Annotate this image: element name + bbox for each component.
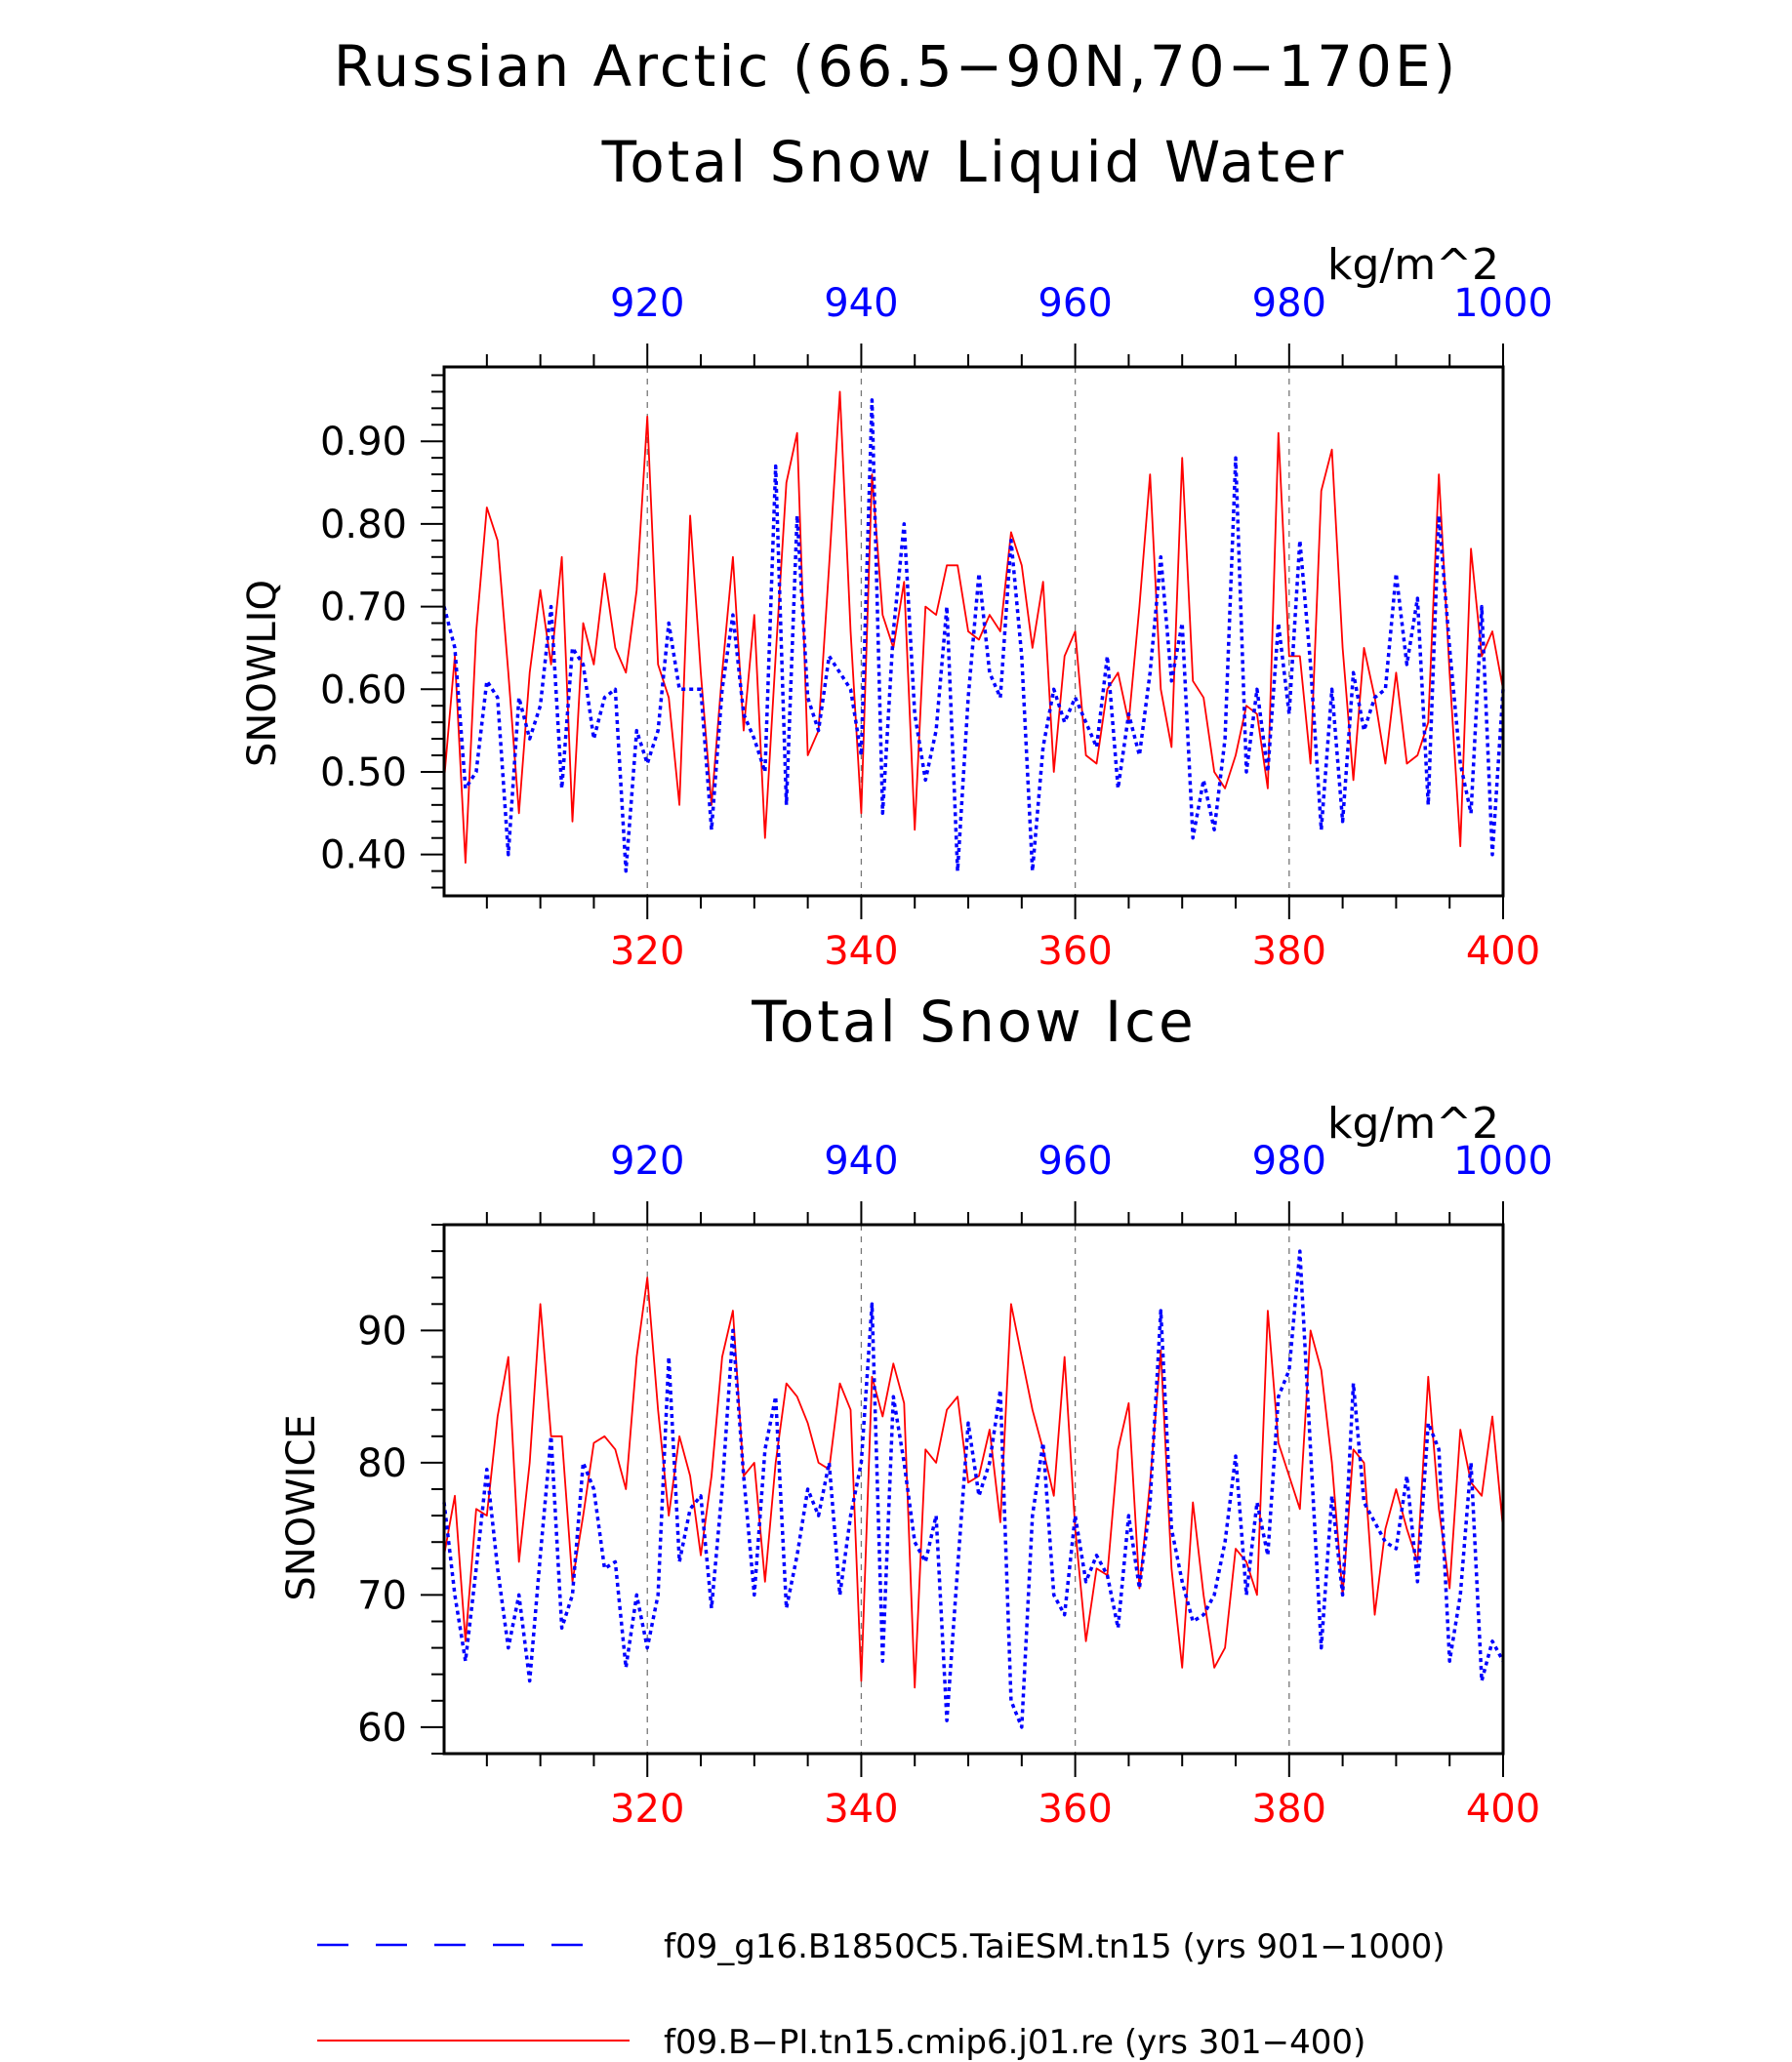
snowice-xtick-label-top: 940 xyxy=(824,1139,898,1184)
snowice-xtick-label-top: 960 xyxy=(1038,1139,1112,1184)
snowice-title: Total Snow Ice xyxy=(751,989,1197,1055)
snowice-xtick-label-bottom: 400 xyxy=(1466,1787,1540,1832)
snowice-xtick-label-bottom: 380 xyxy=(1252,1787,1326,1832)
snowice-xtick-label-top: 920 xyxy=(610,1139,684,1184)
snowliq-xtick-label-bottom: 380 xyxy=(1252,929,1326,974)
snowliq-ytick-label: 0.80 xyxy=(320,503,407,547)
snowliq-xtick-label-bottom: 360 xyxy=(1038,929,1112,974)
snowice-units-label: kg/m^2 xyxy=(1327,1099,1499,1149)
snowice-plot-frame xyxy=(442,1223,1505,1756)
snowice-series-red xyxy=(443,1276,1504,1689)
snowice-panel: Total Snow Ice kg/m^2 SNOWICE 320 340 360 3… xyxy=(279,989,1553,1832)
legend-label-red: f09.B−PI.tn15.cmip6.j01.re (yrs 301−400) xyxy=(664,2023,1365,2062)
snowliq-xtick-label-bottom: 400 xyxy=(1466,929,1540,974)
snowliq-xtick-label-bottom: 340 xyxy=(824,929,898,974)
snowice-ytick-label: 90 xyxy=(357,1309,407,1354)
legend-label-blue: f09_g16.B1850C5.TaiESM.tn15 (yrs 901−100… xyxy=(664,1927,1446,1966)
snowice-xtick-label-bottom: 340 xyxy=(824,1787,898,1832)
page-title-line1: Russian Arctic (66.5−90N,70−170E) xyxy=(334,33,1458,100)
snowliq-ylabel: SNOWLIQ xyxy=(240,580,285,767)
snowice-ytick-label: 60 xyxy=(357,1706,407,1751)
snowliq-plot-frame xyxy=(442,365,1505,898)
snowliq-series-red xyxy=(443,390,1504,864)
snowliq-xtick-label-top: 960 xyxy=(1038,281,1112,326)
snowliq-ytick-label: 0.50 xyxy=(320,750,407,795)
snowliq-xtick-label-top: 1000 xyxy=(1453,281,1553,326)
snowliq-title: Total Snow Liquid Water xyxy=(601,129,1347,195)
snowliq-ytick-label: 0.40 xyxy=(320,833,407,878)
legend: f09_g16.B1850C5.TaiESM.tn15 (yrs 901−100… xyxy=(317,1927,1446,2062)
snowliq-xtick-label-top: 980 xyxy=(1252,281,1326,326)
snowliq-ytick-label: 0.90 xyxy=(320,420,407,465)
snowliq-ytick-label: 0.70 xyxy=(320,586,407,630)
snowice-xtick-label-top: 980 xyxy=(1252,1139,1326,1184)
snowliq-xtick-label-top: 920 xyxy=(610,281,684,326)
snowice-ytick-label: 70 xyxy=(357,1573,407,1618)
snowice-xtick-label-bottom: 320 xyxy=(610,1787,684,1832)
snowliq-units-label: kg/m^2 xyxy=(1327,240,1499,290)
snowice-xtick-label-top: 1000 xyxy=(1453,1139,1553,1184)
snowliq-xtick-label-bottom: 320 xyxy=(610,929,684,974)
snowliq-xtick-label-top: 940 xyxy=(824,281,898,326)
snowliq-series-blue xyxy=(442,398,1505,873)
snowice-xtick-label-bottom: 360 xyxy=(1038,1787,1112,1832)
snowice-ytick-label: 80 xyxy=(357,1441,407,1486)
snowliq-ytick-label: 0.60 xyxy=(320,667,407,712)
snowice-series-blue xyxy=(442,1249,1505,1729)
snowliq-panel: Total Snow Liquid Water kg/m^2 SNOWLIQ 3… xyxy=(240,129,1553,974)
snowice-ylabel: SNOWICE xyxy=(279,1414,324,1600)
